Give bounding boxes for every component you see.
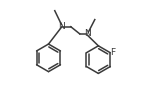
Text: F: F (110, 48, 115, 57)
Text: N: N (59, 22, 65, 31)
Text: N: N (84, 29, 91, 38)
